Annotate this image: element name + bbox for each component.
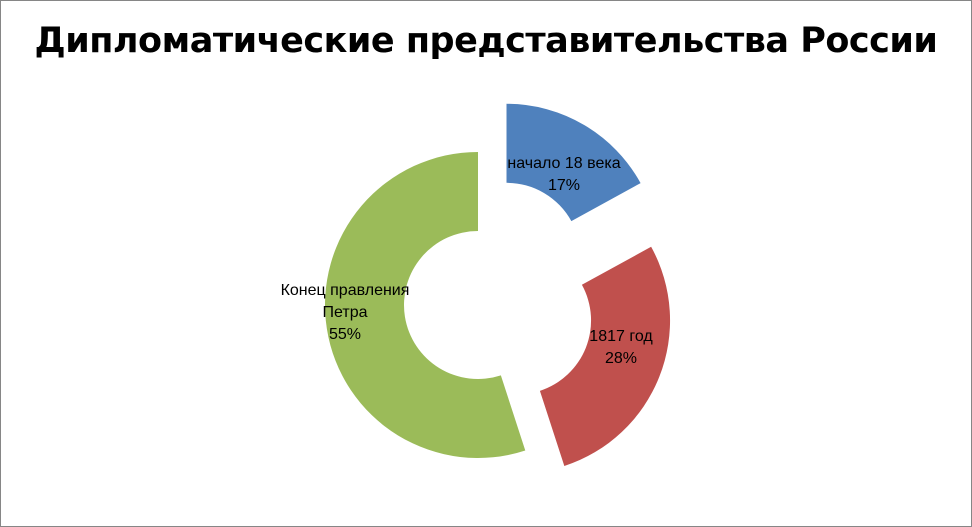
slice-percent: 28% bbox=[605, 350, 637, 367]
slice-category: начало 18 века bbox=[507, 155, 620, 172]
donut-slice-2 bbox=[539, 246, 671, 466]
donut-slice-1 bbox=[506, 103, 641, 222]
slice-percent: 17% bbox=[548, 177, 580, 194]
donut-slice-3 bbox=[325, 152, 526, 459]
slice-category: Петра bbox=[323, 304, 368, 321]
slice-label-1: начало 18 века 17% bbox=[507, 155, 620, 194]
slice-label-3: Конец правления Петра 55% bbox=[281, 282, 410, 343]
slice-percent: 55% bbox=[329, 326, 361, 343]
slice-category: 1817 год bbox=[589, 328, 653, 345]
slice-label-2: 1817 год 28% bbox=[589, 328, 653, 367]
slice-category: Конец правления bbox=[281, 282, 410, 299]
chart-title: Дипломатические представительства России bbox=[34, 21, 938, 61]
